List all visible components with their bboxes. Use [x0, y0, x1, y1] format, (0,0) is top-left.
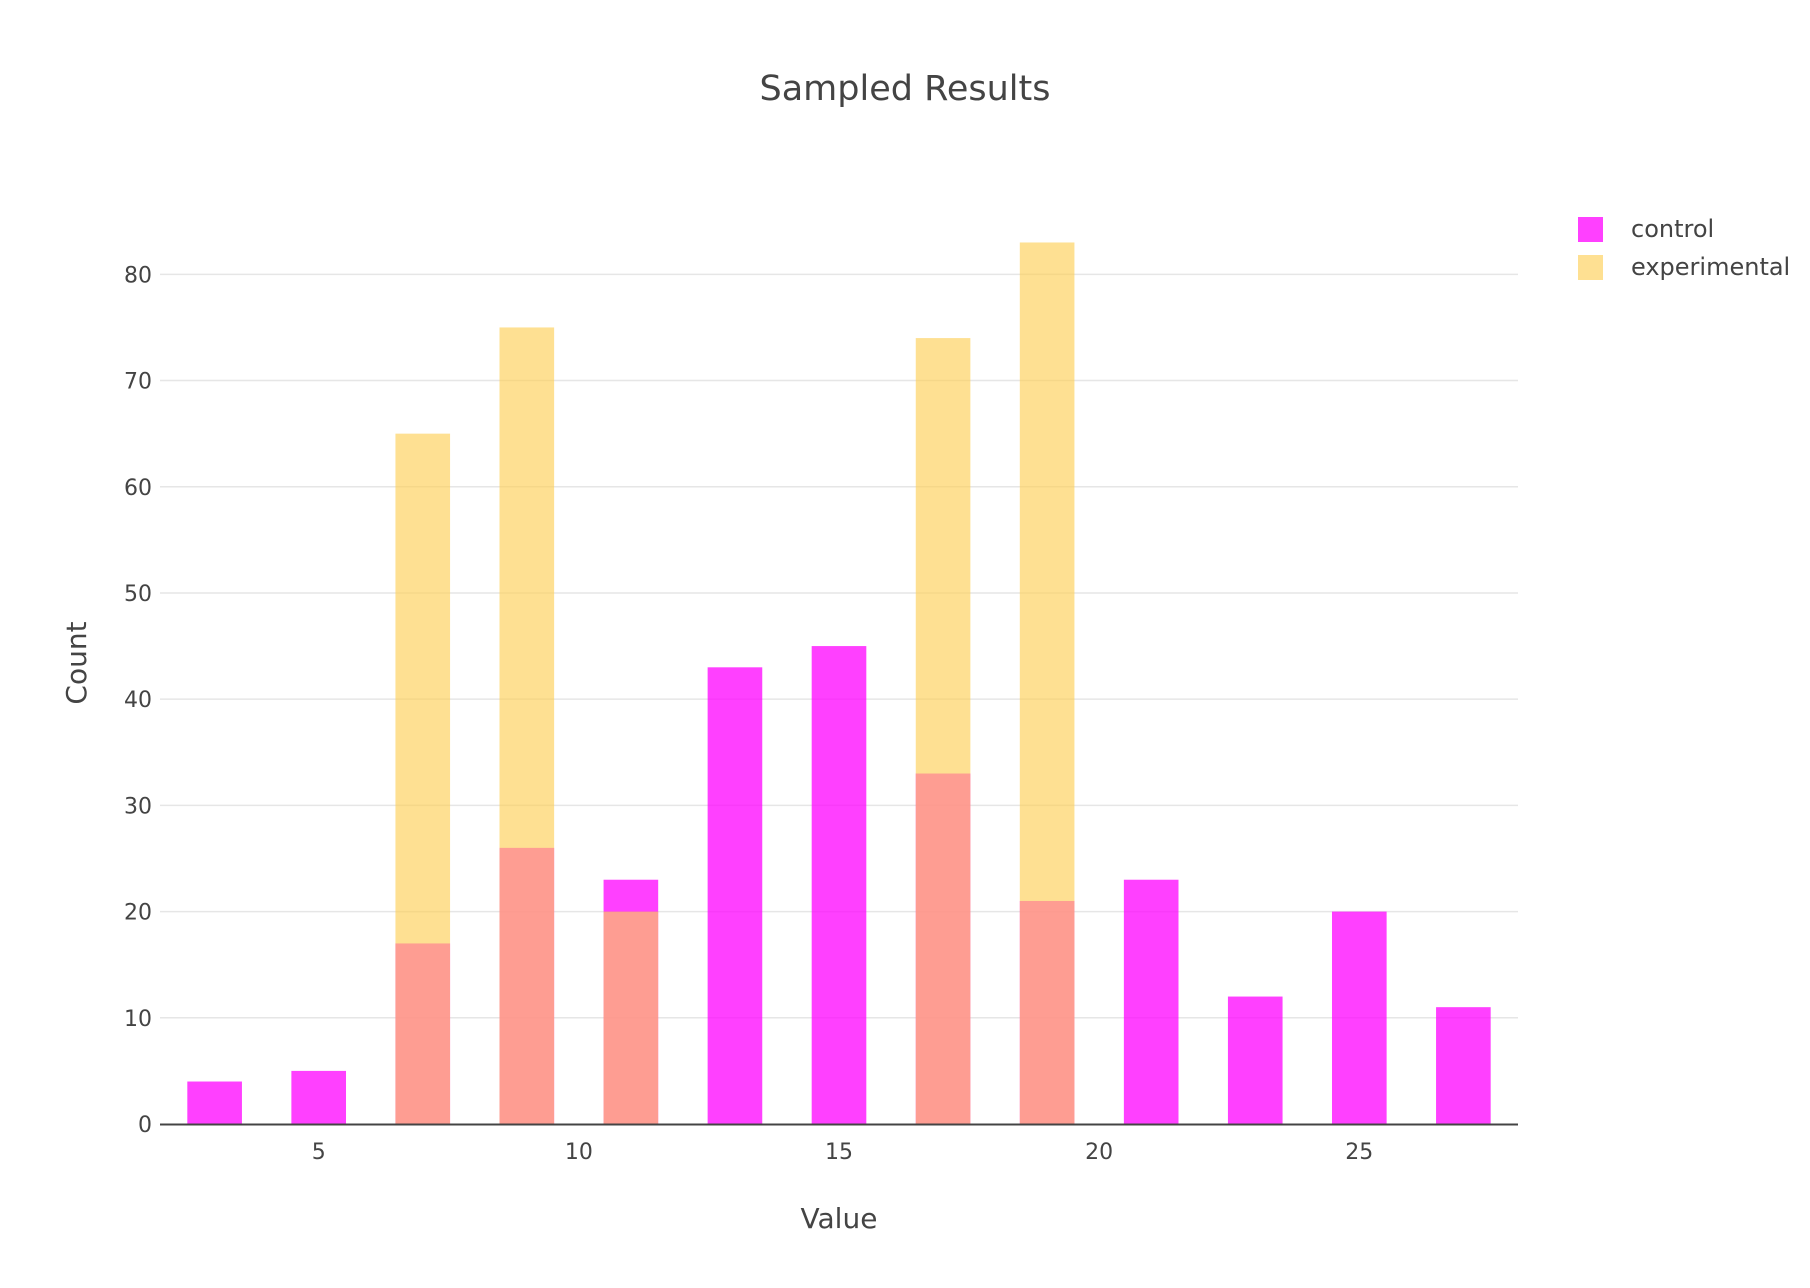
bar-experimental-9	[499, 327, 555, 1125]
y-tick-label: 20	[124, 901, 152, 926]
bar-experimental-19	[1019, 242, 1075, 1124]
y-tick-label: 40	[124, 688, 152, 713]
axes: 0 10 20 30 40 50 60 70 80 5 10 15 20 25	[124, 263, 1518, 1165]
legend-swatch-control	[1578, 216, 1603, 242]
bar-control-27	[1436, 1007, 1491, 1124]
x-tick-label: 5	[312, 1140, 326, 1165]
chart-title: Sampled Results	[760, 69, 1051, 109]
x-tick-label: 10	[565, 1140, 593, 1165]
y-tick-label: 0	[138, 1113, 152, 1138]
bar-control-23	[1227, 996, 1283, 1124]
series-experimental	[395, 242, 1075, 1125]
bar-experimental-7	[395, 433, 451, 1125]
bar-experimental-17	[915, 338, 971, 1124]
x-tick-label: 15	[825, 1140, 853, 1165]
y-axis-title: Count	[60, 621, 93, 704]
y-tick-label: 80	[124, 263, 152, 288]
legend-label-control: control	[1631, 215, 1715, 243]
bar-control-13	[707, 667, 763, 1124]
y-tick-label: 10	[124, 1007, 152, 1032]
x-tick-label: 20	[1085, 1140, 1113, 1165]
x-tick-label: 25	[1345, 1140, 1373, 1165]
bar-control-15	[811, 646, 867, 1124]
x-axis-title: Value	[801, 1202, 878, 1235]
plot-area: 0 10 20 30 40 50 60 70 80 5 10 15 20 25	[124, 242, 1518, 1165]
legend-swatch-experimental	[1578, 254, 1603, 280]
bar-control-25	[1331, 911, 1387, 1124]
legend: control experimental	[1578, 210, 1810, 286]
bar-control-5	[291, 1070, 347, 1124]
legend-item-experimental[interactable]: experimental	[1578, 248, 1810, 286]
bar-control-21	[1123, 879, 1179, 1124]
y-tick-label: 30	[124, 794, 152, 819]
legend-item-control[interactable]: control	[1578, 210, 1810, 248]
bar-control-3	[187, 1081, 242, 1124]
y-tick-label: 60	[124, 476, 152, 501]
y-tick-label: 50	[124, 582, 152, 607]
y-tick-label: 70	[124, 370, 152, 395]
legend-label-experimental: experimental	[1631, 253, 1791, 281]
bar-experimental-11	[603, 911, 659, 1124]
bar-series	[187, 242, 1491, 1125]
series-control	[187, 646, 1491, 1124]
